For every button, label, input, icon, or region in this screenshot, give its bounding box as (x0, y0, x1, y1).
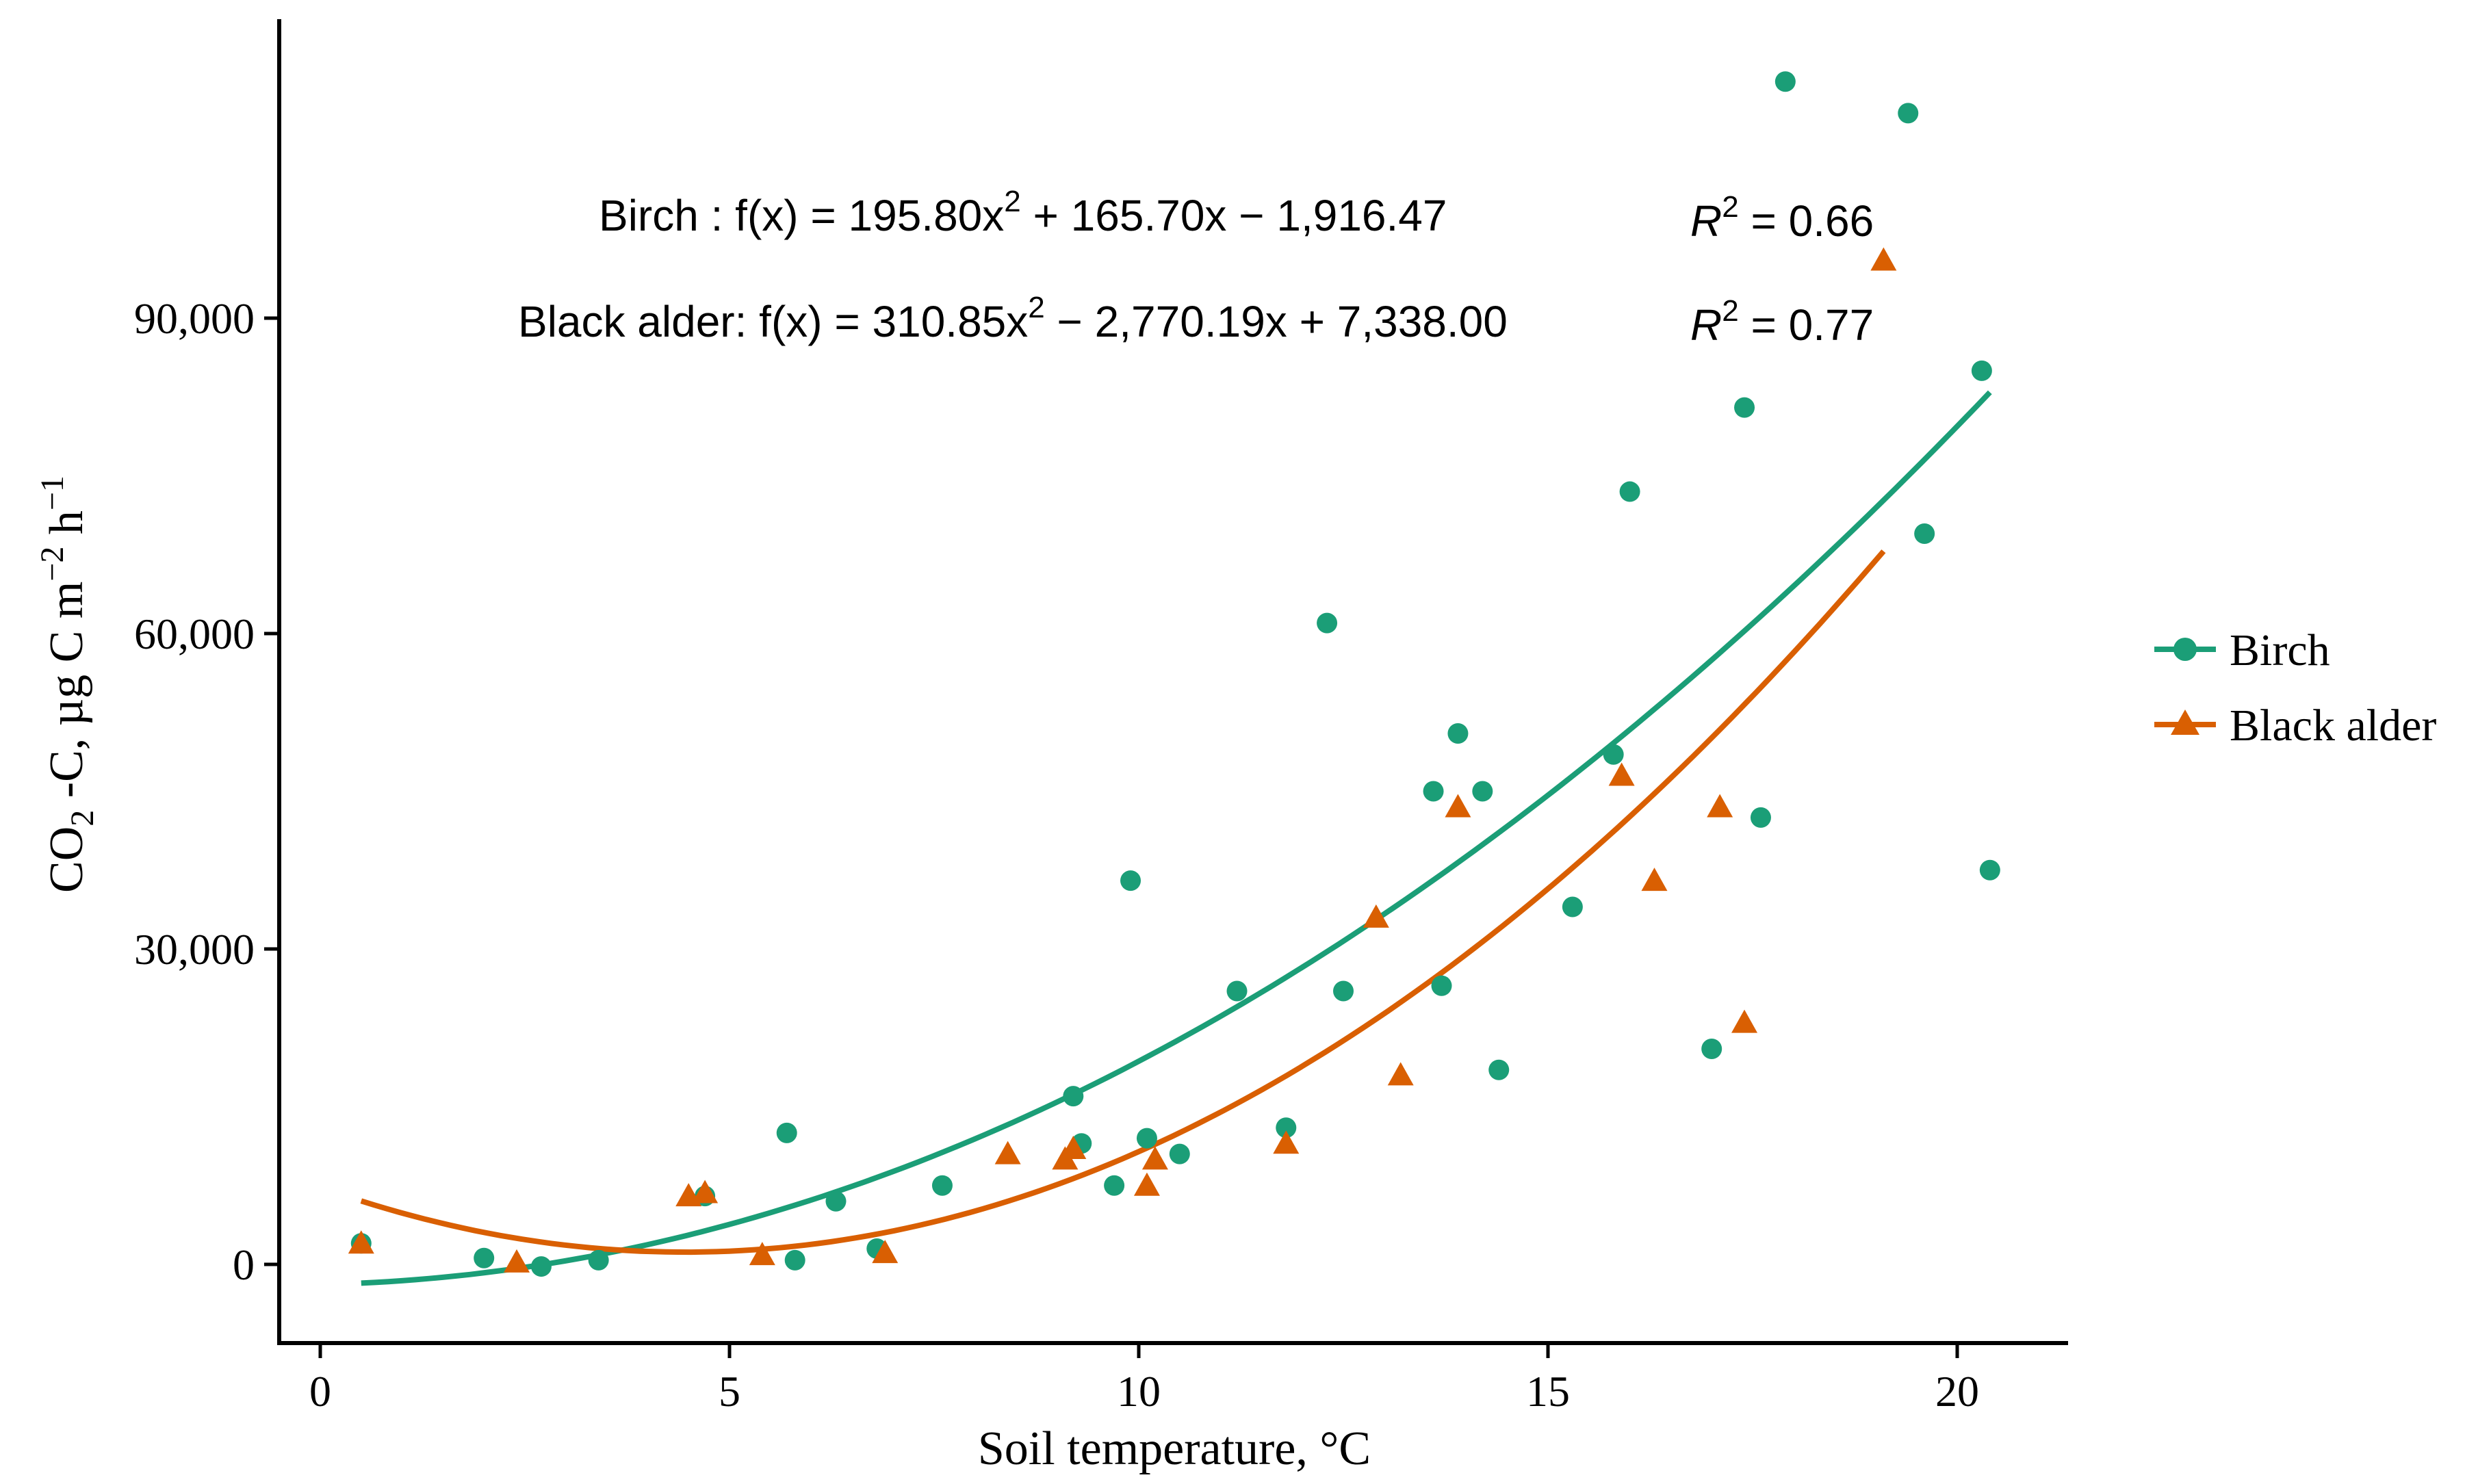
black-alder-point (1363, 904, 1389, 928)
x-tick-label: 15 (1526, 1367, 1570, 1416)
birch-point (931, 1175, 953, 1196)
fit-curve-black-alder (360, 549, 1886, 1255)
birch-point (1317, 612, 1338, 634)
birch-point (1226, 980, 1248, 1002)
birch-point (1914, 523, 1935, 545)
black-alder-point (348, 1230, 374, 1254)
black-alder-point (1731, 1009, 1758, 1033)
black-alder-point (1870, 247, 1897, 271)
black-alder-point (749, 1242, 775, 1266)
birch-point (1488, 1059, 1510, 1080)
y-tick-label: 60,000 (134, 610, 255, 658)
legend-black-alder-marker (2171, 710, 2199, 735)
birch-point (1603, 744, 1624, 765)
birch-point (1734, 397, 1755, 418)
black-alder-point (1141, 1146, 1168, 1170)
x-tick-label: 20 (1935, 1367, 1979, 1416)
birch-point (1120, 870, 1141, 891)
y-axis-title: CO2 -C, µg C m−2 h−1 (34, 476, 101, 893)
black-alder-point (1608, 762, 1635, 786)
birch-point (1472, 781, 1493, 802)
data-points (348, 71, 2000, 1277)
x-tick-label: 0 (309, 1367, 331, 1416)
birch-point (1971, 360, 1992, 381)
birch-point (1562, 896, 1583, 917)
fit-curve-birch (361, 390, 1992, 1286)
black-alder-point (994, 1141, 1021, 1164)
y-tick-label: 90,000 (134, 294, 255, 343)
black-alder-point (1273, 1130, 1300, 1154)
birch-r-squared: R2 = 0.66 (1690, 190, 1874, 246)
black-alder-point (1707, 794, 1733, 818)
x-axis-title: Soil temperature, °C (978, 1422, 1371, 1475)
birch-point (1701, 1038, 1722, 1059)
legend-black-alder-label: Black alder (2230, 701, 2436, 751)
axis-ticks: 0 5 10 15 20 0 30,000 60,000 90,000 (134, 294, 1979, 1416)
birch-point (1750, 807, 1771, 828)
black-alder-point (692, 1180, 719, 1203)
y-tick-label: 30,000 (134, 925, 255, 974)
birch-point (588, 1249, 609, 1271)
birch-point (1979, 859, 2000, 881)
birch-point (1774, 71, 1796, 92)
y-tick-label: 0 (233, 1240, 255, 1289)
black-alder-point (504, 1249, 530, 1273)
x-tick-label: 10 (1117, 1367, 1161, 1416)
birch-equation: Birch : f(x) = 195.80x2 + 165.70x − 1,91… (599, 185, 1447, 240)
birch-point (776, 1122, 797, 1143)
legend: Birch Black alder (2154, 625, 2436, 751)
birch-point (474, 1247, 495, 1268)
birch-point (1169, 1143, 1190, 1164)
birch-point (1423, 781, 1444, 802)
black-alder-point (1133, 1172, 1160, 1196)
birch-point (1104, 1175, 1125, 1196)
black-alder-point (1445, 794, 1471, 818)
black-alder-point (1387, 1062, 1414, 1086)
black-alder-point (1060, 1135, 1087, 1159)
black-alder-point (1641, 868, 1668, 891)
fit-curves (360, 390, 1992, 1286)
birch-point (825, 1190, 847, 1212)
birch-point (1898, 103, 1919, 124)
birch-point (1447, 723, 1469, 744)
birch-point (1063, 1086, 1084, 1107)
birch-point (1619, 481, 1640, 502)
birch-point (1276, 1117, 1297, 1138)
black-alder-r-squared: R2 = 0.77 (1690, 294, 1874, 350)
birch-point (1136, 1128, 1157, 1149)
black-alder-point (872, 1240, 899, 1264)
x-tick-label: 5 (719, 1367, 740, 1416)
black-alder-equation: Black alder: f(x) = 310.85x2 − 2,770.19x… (518, 291, 1508, 346)
birch-point (784, 1249, 805, 1271)
legend-birch-marker (2173, 638, 2197, 661)
birch-point (530, 1256, 552, 1277)
birch-point (1333, 980, 1354, 1002)
birch-point (1431, 975, 1452, 996)
legend-birch-label: Birch (2230, 625, 2330, 675)
